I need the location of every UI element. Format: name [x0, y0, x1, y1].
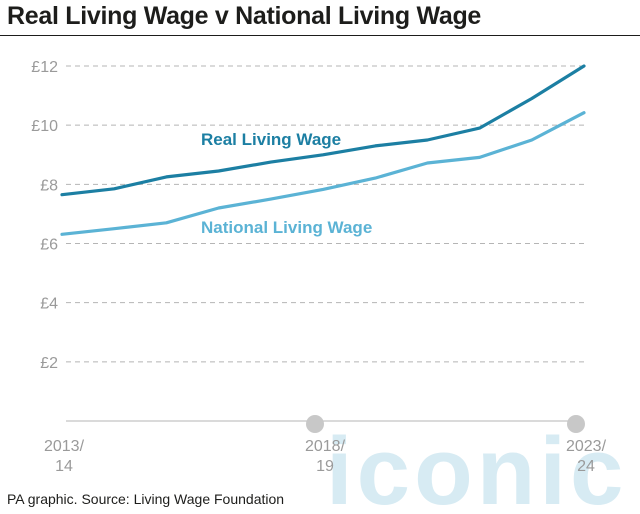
series-lines	[60, 64, 586, 236]
x-tick-label-sub: 24	[577, 458, 595, 475]
series-label-real: Real Living Wage	[201, 130, 341, 149]
chart-title: Real Living Wage v National Living Wage	[7, 2, 482, 30]
y-tick-label: £2	[40, 355, 58, 372]
y-tick-label: £10	[31, 118, 58, 135]
source-note: PA graphic. Source: Living Wage Foundati…	[7, 491, 285, 507]
x-tick-label-sub: 14	[55, 458, 73, 475]
series-label-national: National Living Wage	[201, 218, 372, 237]
x-tick-label: 2023/	[566, 438, 607, 455]
series-labels: Real Living Wage National Living Wage	[201, 130, 372, 237]
x-axis-markers	[306, 415, 585, 433]
x-tick-label: 2018/	[305, 438, 346, 455]
gridlines	[66, 65, 584, 422]
title-divider	[0, 35, 640, 36]
x-tick-marker	[567, 415, 585, 433]
y-tick-label: £6	[40, 237, 58, 254]
y-axis-ticks: £2 £4 £6 £8 £10 £12	[31, 59, 58, 372]
y-tick-label: £8	[40, 177, 58, 194]
x-tick-marker	[306, 415, 324, 433]
series-line-real	[60, 64, 586, 197]
iconic-watermark: iconic	[326, 418, 627, 514]
x-tick-label-sub: 19	[316, 458, 334, 475]
series-line-national	[60, 111, 586, 236]
y-tick-label: £4	[40, 296, 58, 313]
y-tick-label: £12	[31, 59, 58, 76]
x-axis-ticks: 2013/14 2018/19 2023/24	[44, 438, 607, 475]
x-tick-label: 2013/	[44, 438, 85, 455]
